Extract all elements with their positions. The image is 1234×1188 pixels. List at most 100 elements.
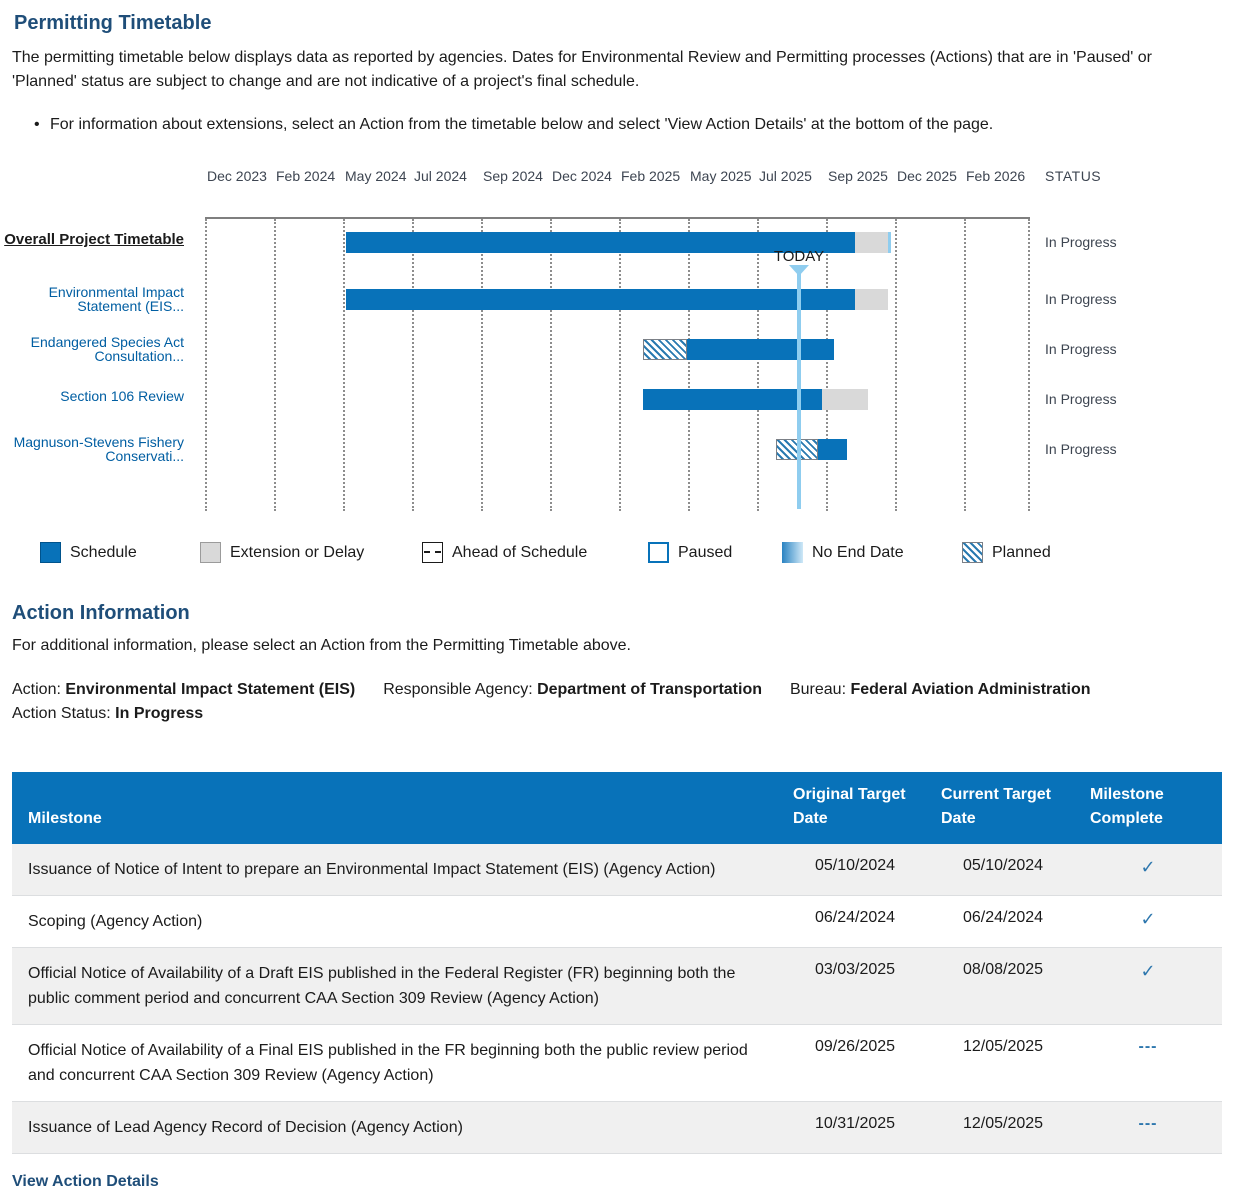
gantt-bar-schedule[interactable] (818, 439, 847, 460)
legend-label: Ahead of Schedule (452, 544, 588, 561)
ahead-swatch-icon (422, 542, 443, 563)
axis-tick-label: Dec 2024 (552, 168, 612, 184)
action-field-label: Action: (12, 681, 66, 698)
checkmark-icon: ✓ (1140, 909, 1156, 929)
original-target-date-cell: 10/31/2025 (815, 1115, 896, 1132)
gantt-row-label[interactable]: Magnuson-Stevens Fishery Conservati... (14, 435, 184, 463)
row-status-value: In Progress (1045, 441, 1117, 457)
gantt-row-label-line: Statement (EIS... (77, 298, 184, 314)
gantt-row-label[interactable]: Endangered Species Act Consultation... (31, 335, 184, 363)
chart-legend: Schedule Extension or Delay Ahead of Sched… (0, 542, 1234, 568)
action-field-label: Responsible Agency: (383, 681, 538, 698)
action-status-label: Action Status: (12, 705, 116, 722)
gantt-bar-schedule[interactable] (687, 339, 834, 360)
legend-item-noend: No End Date (782, 542, 904, 564)
legend-label: Paused (678, 544, 733, 561)
milestone-complete-cell: --- (1074, 1025, 1222, 1101)
planned-swatch-icon (962, 542, 983, 563)
status-column-header: STATUS (1045, 168, 1102, 184)
legend-item-schedule: Schedule (40, 542, 137, 564)
gantt-row-label-line: Environmental Impact (48, 284, 184, 300)
gantt-row-label-line: Conservati... (105, 448, 184, 464)
original-target-date-cell: 03/03/2025 (815, 961, 896, 978)
extensions-bullet: • For information about extensions, sele… (34, 114, 1234, 136)
gantt-bar-schedule[interactable] (643, 389, 822, 410)
gantt-bar-planned[interactable] (643, 339, 687, 360)
legend-label: Schedule (70, 544, 137, 561)
gantt-bar-extension[interactable] (822, 389, 868, 410)
page-title: Permitting Timetable (14, 12, 212, 34)
axis-tick-label: Sep 2025 (828, 168, 888, 184)
action-field-value: Federal Aviation Administration (850, 681, 1091, 698)
action-field-value: Environmental Impact Statement (EIS) (65, 681, 356, 698)
gantt-row-label[interactable]: Environmental Impact Statement (EIS... (49, 285, 184, 313)
gantt-bar-extension[interactable] (855, 289, 888, 310)
gridline (1028, 219, 1030, 511)
table-row[interactable]: Issuance of Lead Agency Record of Decisi… (12, 1102, 1222, 1154)
gantt-row-label-line: Section 106 Review (60, 388, 184, 404)
axis-tick-label: Feb 2026 (966, 168, 1026, 184)
current-target-date-cell: 12/05/2025 (963, 1115, 1044, 1132)
milestone-cell: Issuance of Notice of Intent to prepare … (28, 861, 716, 878)
today-line (797, 268, 801, 509)
today-label: TODAY (773, 248, 825, 265)
gridline (619, 219, 621, 511)
gantt-bar-extension[interactable] (855, 232, 888, 253)
axis-tick-label: May 2025 (690, 168, 752, 184)
schedule-swatch-icon (40, 542, 61, 563)
gridline (412, 219, 414, 511)
gantt-row-label[interactable]: Section 106 Review (60, 389, 184, 403)
milestone-complete-cell: ✓ (1074, 844, 1222, 895)
gantt-bar-schedule[interactable] (346, 232, 855, 253)
row-status-value: In Progress (1045, 234, 1117, 250)
gantt-row-label-line: Endangered Species Act (30, 334, 184, 350)
axis-tick-label: Dec 2023 (207, 168, 267, 184)
action-status-line: Action Status: In Progress (12, 702, 1222, 726)
legend-item-paused: Paused (648, 542, 732, 564)
milestone-complete-cell: ✓ (1074, 948, 1222, 1024)
gantt-row-label-line: Overall Project Timetable (4, 231, 184, 248)
milestone-complete-cell: --- (1074, 1102, 1222, 1153)
action-information-fields: Action: Environmental Impact Statement (… (12, 678, 1222, 726)
action-field: Action: Environmental Impact Statement (… (12, 678, 355, 702)
original-target-date-cell: 06/24/2024 (815, 909, 896, 926)
column-header-original-target-date: Original Target Date (793, 786, 906, 827)
table-row[interactable]: Official Notice of Availability of a Fin… (12, 1025, 1222, 1102)
extension-swatch-icon (200, 542, 221, 563)
gridline (964, 219, 966, 511)
column-header-current-target-date: Current Target Date (941, 786, 1051, 827)
gantt-row-label[interactable]: Overall Project Timetable (4, 231, 184, 248)
table-row[interactable]: Issuance of Notice of Intent to prepare … (12, 844, 1222, 896)
row-status-value: In Progress (1045, 391, 1117, 407)
table-row[interactable]: Scoping (Agency Action) 06/24/2024 06/24/2… (12, 896, 1222, 948)
action-field-label: Bureau: (789, 681, 851, 698)
gridline (274, 219, 276, 511)
action-field: Responsible Agency: Department of Transp… (383, 678, 762, 702)
not-complete-dash: --- (1138, 1115, 1158, 1132)
axis-tick-label: Feb 2024 (276, 168, 336, 184)
gantt-chart: STATUS Dec 2023 Feb 2024 May 2024 Jul 2024 S… (0, 164, 1234, 576)
action-information-subtitle: For additional information, please selec… (12, 637, 631, 654)
gantt-row-label-line: Magnuson-Stevens Fishery (13, 434, 184, 450)
gridline (550, 219, 552, 511)
view-action-details-link[interactable]: View Action Details (12, 1173, 159, 1188)
milestone-cell: Official Notice of Availability of a Dra… (28, 965, 736, 1007)
milestone-table: Milestone Original Target Date Current T… (12, 772, 1222, 1154)
bullet-dot-icon: • (34, 116, 40, 133)
row-status-value: In Progress (1045, 341, 1117, 357)
action-information-title: Action Information (12, 602, 190, 624)
axis-tick-label: Feb 2025 (621, 168, 681, 184)
table-row[interactable]: Official Notice of Availability of a Dra… (12, 948, 1222, 1025)
original-target-date-cell: 09/26/2025 (815, 1038, 896, 1055)
checkmark-icon: ✓ (1140, 857, 1156, 877)
action-fields-line: Action: Environmental Impact Statement (… (12, 678, 1222, 702)
current-target-date-cell: 05/10/2024 (963, 857, 1044, 874)
axis-tick-label: Jul 2025 (759, 168, 812, 184)
legend-label: No End Date (812, 544, 904, 561)
milestone-cell: Scoping (Agency Action) (28, 913, 203, 930)
legend-label: Planned (992, 544, 1051, 561)
gantt-bar-schedule[interactable] (346, 289, 855, 310)
bullet-text: For information about extensions, select… (50, 116, 994, 133)
gridline (826, 219, 828, 511)
